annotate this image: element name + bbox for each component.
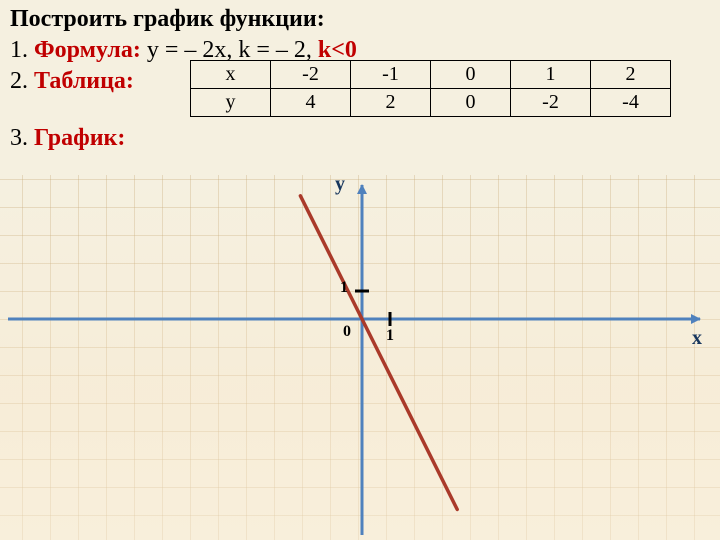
axes-svg — [0, 175, 720, 540]
table-cell: 0 — [431, 89, 511, 117]
table-cell: 1 — [511, 61, 591, 89]
tick-label-x1: 1 — [386, 327, 394, 345]
x-axis-label: x — [692, 327, 702, 350]
graph-label: График: — [34, 125, 125, 151]
data-table: x -2 -1 0 1 2 y 4 2 0 -2 -4 — [190, 60, 671, 117]
y-axis-label: y — [335, 173, 345, 196]
graph-area: y x 0 1 1 — [0, 175, 720, 540]
table-cell: y — [191, 89, 271, 117]
table-cell: x — [191, 61, 271, 89]
table-prefix: 2. — [10, 68, 34, 94]
table-cell: -2 — [511, 89, 591, 117]
formula-label: Формула: — [34, 37, 141, 63]
formula-prefix: 1. — [10, 37, 34, 63]
table-cell: -1 — [351, 61, 431, 89]
slide: Построить график функции: 1. Формула: y … — [0, 0, 720, 540]
table-cell: -4 — [591, 89, 671, 117]
table-row: x -2 -1 0 1 2 — [191, 61, 671, 89]
table-cell: 2 — [351, 89, 431, 117]
table-label: Таблица: — [34, 68, 134, 94]
table-cell: -2 — [271, 61, 351, 89]
page-title: Построить график функции: — [10, 6, 710, 33]
data-table-wrap: x -2 -1 0 1 2 y 4 2 0 -2 -4 — [190, 60, 671, 117]
table-row: y 4 2 0 -2 -4 — [191, 89, 671, 117]
graph-line: 3. График: — [10, 125, 710, 152]
origin-label: 0 — [343, 323, 351, 341]
function-line — [300, 196, 457, 510]
table-cell: 0 — [431, 61, 511, 89]
graph-prefix: 3. — [10, 125, 34, 151]
table-cell: 2 — [591, 61, 671, 89]
tick-label-y1: 1 — [340, 279, 348, 297]
table-cell: 4 — [271, 89, 351, 117]
